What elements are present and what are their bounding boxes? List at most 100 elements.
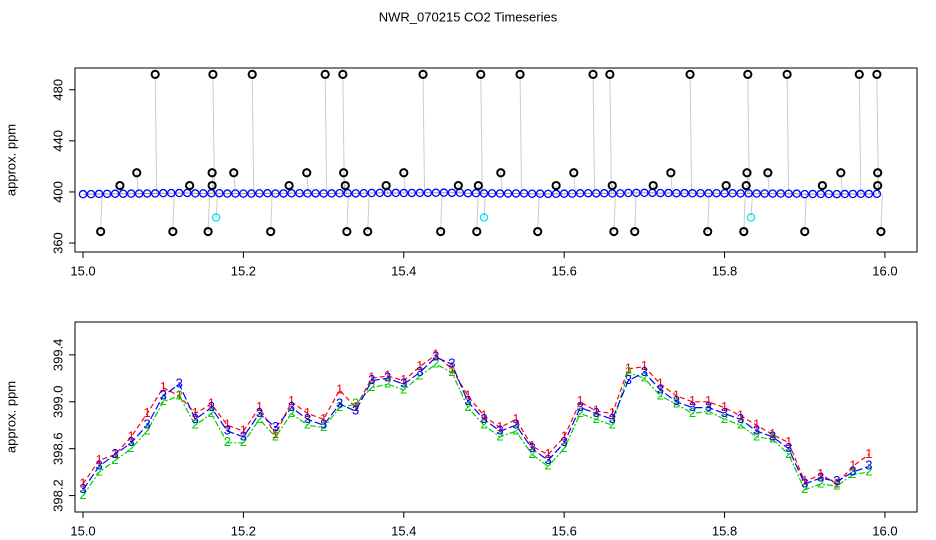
data-point [142, 189, 152, 198]
point-marker: 3 [432, 349, 439, 364]
point-marker: 2 [288, 405, 295, 420]
chart-title: NWR_070215 CO2 Timeseries [379, 9, 558, 24]
spike-connector [840, 172, 843, 195]
point-marker: 2 [641, 370, 648, 385]
data-point [211, 213, 221, 222]
spike-point [338, 69, 348, 79]
spike-connector [743, 193, 746, 232]
point-marker: 1 [865, 446, 872, 461]
data-point [583, 188, 593, 198]
spike-connector [422, 74, 426, 193]
spike-point [569, 168, 579, 178]
series-line [82, 356, 870, 491]
point-marker: 2 [176, 387, 183, 402]
point-marker: 3 [304, 411, 311, 426]
point-marker: 2 [721, 411, 728, 426]
point-marker: 2 [368, 379, 375, 394]
data-point [423, 188, 433, 198]
spike-point [208, 69, 218, 79]
point-marker: 2 [224, 434, 231, 449]
data-point [166, 188, 176, 198]
spike-point [648, 180, 658, 191]
spike-point [132, 168, 142, 178]
point-marker: 1 [128, 428, 135, 443]
spike-point [800, 226, 810, 237]
point-marker: 2 [625, 364, 632, 379]
point-marker: 3 [545, 452, 552, 467]
spike-point [872, 69, 882, 79]
data-point [319, 189, 328, 198]
spike-connector [346, 193, 349, 232]
data-point [784, 189, 793, 198]
spike-point [266, 226, 276, 237]
point-marker: 1 [689, 393, 696, 408]
data-point [399, 188, 409, 198]
x-tick-label: 15.2 [231, 263, 256, 278]
point-marker: 1 [288, 393, 295, 408]
point-marker: 3 [865, 458, 872, 473]
point-marker: 2 [208, 405, 215, 420]
data-point [712, 188, 721, 198]
spike-point [150, 69, 160, 79]
point-marker: 2 [593, 411, 600, 426]
spike-connector [211, 172, 215, 194]
data-point [247, 189, 256, 198]
point-marker: 1 [849, 458, 856, 473]
x-tick-label: 15.2 [231, 523, 256, 538]
x-tick-label: 15.0 [70, 523, 95, 538]
point-marker: 2 [528, 446, 535, 461]
spike-connector [573, 172, 576, 194]
data-point [303, 189, 312, 198]
point-marker: 2 [689, 405, 696, 420]
point-marker: 3 [95, 458, 102, 473]
point-marker: 3 [641, 364, 648, 379]
point-marker: 2 [753, 428, 760, 443]
spike-point [342, 226, 352, 237]
spike-connector [211, 185, 215, 194]
point-marker: 1 [464, 387, 471, 402]
spike-point [609, 226, 619, 237]
spike-point [876, 226, 886, 237]
spike-point [363, 226, 373, 237]
point-marker: 3 [657, 381, 664, 396]
spike-connector [207, 193, 211, 232]
spike-point [515, 69, 525, 79]
x-tick-label: 16.0 [872, 263, 897, 278]
point-marker: 3 [400, 376, 407, 391]
point-marker: 1 [609, 405, 616, 420]
spike-connector [652, 185, 656, 193]
point-marker: 1 [673, 387, 680, 402]
point-marker: 2 [144, 423, 151, 438]
spike-connector [233, 172, 236, 194]
spike-point [605, 69, 615, 79]
spike-point [551, 180, 561, 191]
data-point [768, 189, 777, 198]
data-point [864, 189, 874, 199]
point-marker: 3 [320, 417, 327, 432]
spike-connector [767, 172, 770, 194]
spike-connector [270, 193, 273, 232]
point-marker: 1 [769, 426, 776, 441]
spike-point [185, 180, 195, 191]
spike-point [742, 168, 752, 178]
spike-connector [324, 74, 328, 194]
point-marker: 2 [304, 417, 311, 432]
spike-connector [154, 74, 158, 194]
point-marker: 1 [336, 381, 343, 396]
point-marker: 3 [384, 370, 391, 385]
spike-point [399, 168, 409, 178]
point-marker: 2 [737, 417, 744, 432]
point-marker: 3 [705, 399, 712, 414]
spike-point [203, 226, 213, 237]
data-point [351, 189, 360, 198]
point-marker: 1 [304, 405, 311, 420]
point-marker: 2 [480, 417, 487, 432]
point-marker: 1 [256, 399, 263, 414]
point-marker: 3 [769, 428, 776, 443]
point-marker: 2 [833, 478, 840, 493]
spike-connector [457, 185, 461, 193]
point-marker: 3 [416, 364, 423, 379]
data-point [174, 188, 184, 198]
spike-point [436, 226, 446, 237]
data-point [295, 188, 304, 198]
